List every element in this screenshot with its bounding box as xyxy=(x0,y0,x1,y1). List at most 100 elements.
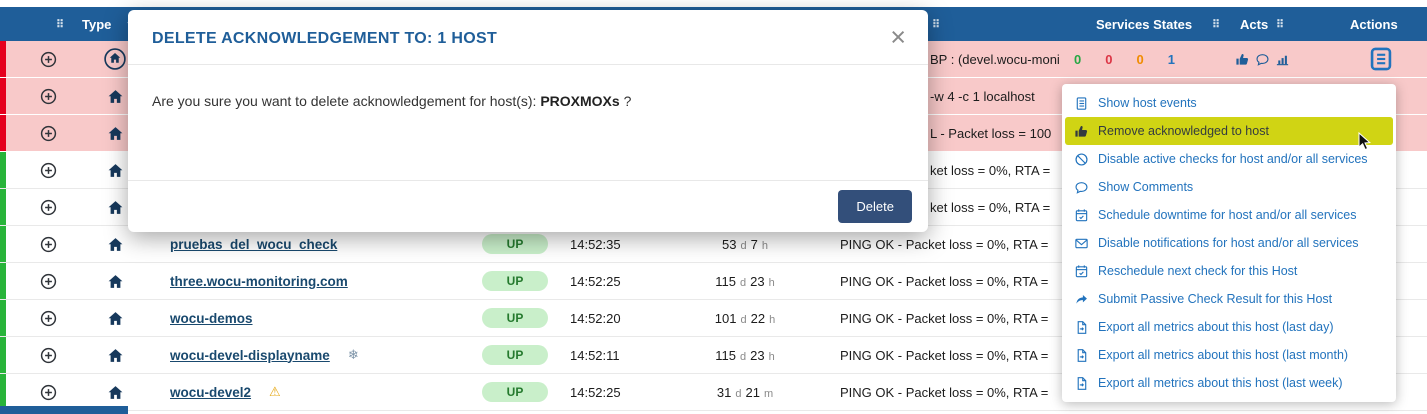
duration: 101 d 22 h xyxy=(660,311,830,326)
menu-item-export-metrics-week[interactable]: Export all metrics about this host (last… xyxy=(1062,369,1396,397)
metrics-chart-icon[interactable] xyxy=(1275,52,1290,67)
last-check-time: 14:52:11 xyxy=(570,347,620,363)
comments-icon[interactable] xyxy=(1255,52,1270,67)
menu-item-schedule-downtime[interactable]: Schedule downtime for host and/or all se… xyxy=(1062,201,1396,229)
file-export-icon xyxy=(1077,320,1087,334)
host-icon xyxy=(108,237,122,251)
host-actions-menu: Show host events Remove acknowledged to … xyxy=(1062,84,1396,402)
status-cell: UP xyxy=(460,374,570,410)
menu-item-submit-passive-check[interactable]: Submit Passive Check Result for this Hos… xyxy=(1062,285,1396,313)
menu-item-label: Remove acknowledged to host xyxy=(1098,124,1269,138)
duration-value: 7 xyxy=(750,236,758,252)
menu-item-export-metrics-month[interactable]: Export all metrics about this host (last… xyxy=(1062,341,1396,369)
services-ok-count[interactable]: 0 xyxy=(1074,51,1082,67)
expand-row-icon[interactable] xyxy=(40,273,57,290)
host-status-badge: UP xyxy=(482,271,548,291)
duration-unit: h xyxy=(768,276,775,289)
duration-value: 23 xyxy=(750,347,765,363)
calendar-icon xyxy=(1075,264,1088,277)
host-link[interactable]: wocu-demos xyxy=(170,310,253,326)
drag-handle-icon[interactable]: ⠿ xyxy=(932,18,941,31)
type-cell xyxy=(90,189,140,225)
menu-item-label: Export all metrics about this host (last… xyxy=(1098,320,1334,334)
host-cell: wocu-devel2 ⚠ xyxy=(140,374,460,410)
host-link[interactable]: wocu-devel2 xyxy=(170,384,252,400)
duration-unit: d xyxy=(740,239,747,252)
menu-item-show-comments[interactable]: Show Comments xyxy=(1062,173,1396,201)
modal-footer: Delete xyxy=(128,180,928,232)
expand-row-icon[interactable] xyxy=(40,347,57,364)
services-unknown-count[interactable]: 1 xyxy=(1167,51,1175,67)
menu-item-show-events[interactable]: Show host events xyxy=(1062,89,1396,117)
services-critical-count[interactable]: 0 xyxy=(1105,51,1113,67)
expand-cell xyxy=(6,263,90,299)
status-information: BP : (devel.wocu-monito... xyxy=(930,51,1060,67)
confirmation-suffix: ? xyxy=(619,93,632,109)
actions-menu-button[interactable] xyxy=(1367,46,1395,72)
host-link[interactable]: pruebas_del_wocu_check xyxy=(170,236,338,252)
type-cell xyxy=(90,41,140,77)
menu-item-disable-active-checks[interactable]: Disable active checks for host and/or al… xyxy=(1062,145,1396,173)
expand-row-icon[interactable] xyxy=(40,310,57,327)
status-information: PING OK - Packet loss = 0%, RTA = xyxy=(840,310,1049,326)
host-icon xyxy=(108,163,122,177)
last-check-time: 14:52:20 xyxy=(570,310,621,326)
journal-list-icon xyxy=(1370,47,1392,71)
acknowledged-thumbs-up-icon[interactable] xyxy=(1235,52,1250,67)
status-cell: UP xyxy=(460,263,570,299)
host-status-badge: UP xyxy=(482,345,548,365)
menu-item-reschedule-check[interactable]: Reschedule next check for this Host xyxy=(1062,257,1396,285)
warning-icon: ⚠ xyxy=(269,384,281,399)
delete-button[interactable]: Delete xyxy=(838,190,912,223)
duration-unit: h xyxy=(768,350,775,363)
delete-acknowledgement-modal: DELETE ACKNOWLEDGEMENT TO: 1 HOST × Are … xyxy=(128,10,928,232)
expand-row-icon[interactable] xyxy=(40,236,57,253)
duration-value: 115 xyxy=(715,273,736,289)
menu-item-label: Schedule downtime for host and/or all se… xyxy=(1098,208,1357,222)
column-header-type[interactable]: Type xyxy=(82,16,112,32)
menu-item-remove-acknowledged[interactable]: Remove acknowledged to host xyxy=(1065,117,1393,145)
expand-row-icon[interactable] xyxy=(40,384,57,401)
row-severity-strip xyxy=(0,78,6,114)
column-header-services-states[interactable]: Services States xyxy=(1096,16,1193,32)
expand-cell xyxy=(6,374,90,410)
modal-header: DELETE ACKNOWLEDGEMENT TO: 1 HOST × xyxy=(128,10,928,65)
menu-item-export-metrics-day[interactable]: Export all metrics about this host (last… xyxy=(1062,313,1396,341)
close-icon[interactable]: × xyxy=(890,22,906,52)
host-icon xyxy=(108,311,122,325)
status-cell: UP xyxy=(460,337,570,373)
expand-cell xyxy=(6,337,90,373)
menu-item-label: Submit Passive Check Result for this Hos… xyxy=(1098,292,1333,306)
host-link[interactable]: three.wocu-monitoring.com xyxy=(170,273,348,289)
actions-cell xyxy=(1300,41,1427,77)
duration-unit: m xyxy=(763,387,774,400)
status-information: PING OK - Packet loss = 0%, RTA = xyxy=(840,347,1049,363)
file-export-icon xyxy=(1077,348,1087,362)
expand-row-icon[interactable] xyxy=(40,125,57,142)
expand-row-icon[interactable] xyxy=(40,162,57,179)
host-icon xyxy=(108,200,122,214)
column-header-acts[interactable]: Acts xyxy=(1240,16,1269,32)
last-check-time: 14:52:25 xyxy=(570,384,621,400)
host-status-badge: UP xyxy=(482,308,548,328)
expand-row-icon[interactable] xyxy=(40,51,57,68)
table-bottom-bar xyxy=(0,406,128,414)
host-link[interactable]: wocu-devel-displayname xyxy=(170,347,330,363)
menu-item-label: Show Comments xyxy=(1098,180,1194,194)
drag-handle-icon[interactable]: ⠿ xyxy=(1212,18,1221,31)
status-information: L - Packet loss = 100 xyxy=(930,125,1052,141)
drag-handle-icon[interactable]: ⠿ xyxy=(56,18,65,31)
duration: 31 d 21 m xyxy=(660,385,830,400)
expand-row-icon[interactable] xyxy=(40,88,57,105)
row-severity-strip xyxy=(0,152,6,188)
type-cell xyxy=(90,115,140,151)
menu-item-disable-notifications[interactable]: Disable notifications for host and/or al… xyxy=(1062,229,1396,257)
services-warning-count[interactable]: 0 xyxy=(1136,51,1144,67)
row-severity-strip xyxy=(0,300,6,336)
share-arrow-icon xyxy=(1076,294,1087,304)
drag-handle-icon[interactable]: ⠿ xyxy=(1276,18,1285,31)
type-cell xyxy=(90,374,140,410)
expand-row-icon[interactable] xyxy=(40,199,57,216)
